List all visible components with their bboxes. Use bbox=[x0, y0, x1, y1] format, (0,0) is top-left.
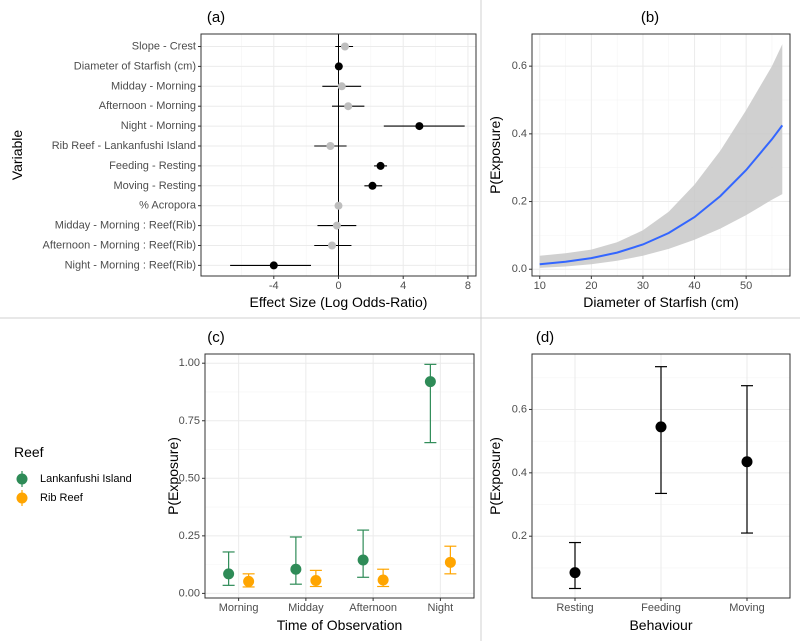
y-tick-label: 0.4 bbox=[512, 467, 527, 479]
estimate-point bbox=[424, 376, 436, 388]
y-axis-title: P(Exposure) bbox=[165, 437, 181, 515]
x-tick-label: Moving bbox=[729, 602, 764, 614]
y-tick-label: 0.6 bbox=[512, 60, 527, 72]
y-tick-label: 1.00 bbox=[179, 357, 200, 369]
y-tick-label: 0.00 bbox=[179, 587, 200, 599]
estimate-point bbox=[569, 567, 581, 579]
estimate-point bbox=[334, 62, 343, 71]
estimate-point bbox=[334, 201, 343, 210]
panel-d-frame bbox=[531, 353, 791, 599]
x-tick-label: Midday bbox=[288, 602, 324, 614]
y-tick-label: 0.75 bbox=[179, 415, 200, 427]
panel-a-frame bbox=[200, 33, 477, 277]
x-tick-label: Resting bbox=[556, 602, 593, 614]
x-tick-label: 50 bbox=[740, 280, 752, 292]
estimate-point bbox=[741, 456, 753, 468]
variable-label: Night - Morning bbox=[121, 120, 196, 132]
estimate-point bbox=[344, 102, 353, 111]
legend-swatch-point bbox=[16, 473, 28, 485]
estimate-point bbox=[326, 142, 335, 150]
confidence-band bbox=[539, 44, 783, 268]
estimate-point bbox=[332, 221, 341, 230]
y-tick-label: 0.6 bbox=[512, 403, 527, 415]
x-axis-title: Time of Observation bbox=[277, 617, 403, 633]
y-tick-label: 0.2 bbox=[512, 196, 527, 208]
estimate-point bbox=[310, 575, 322, 587]
x-tick-label: -4 bbox=[269, 280, 279, 292]
panel-b-frame bbox=[531, 33, 791, 277]
y-axis-title: P(Exposure) bbox=[487, 437, 503, 515]
y-axis-title: P(Exposure) bbox=[487, 116, 503, 194]
estimate-point bbox=[655, 421, 667, 433]
x-tick-label: 4 bbox=[400, 280, 406, 292]
estimate-point bbox=[290, 563, 302, 575]
y-axis-title: Variable bbox=[9, 130, 25, 181]
y-tick-label: 0.0 bbox=[512, 263, 527, 275]
legend-label: Lankanfushi Island bbox=[40, 473, 132, 485]
panel-title: (b) bbox=[641, 9, 659, 26]
y-tick-label: 0.4 bbox=[512, 128, 527, 140]
panel-title: (a) bbox=[207, 9, 225, 26]
variable-label: Afternoon - Morning bbox=[99, 100, 196, 112]
x-tick-label: 20 bbox=[585, 280, 597, 292]
variable-label: Night - Morning : Reef(Rib) bbox=[65, 259, 196, 271]
estimate-point bbox=[269, 261, 278, 270]
estimate-point bbox=[357, 554, 369, 566]
variable-label: Feeding - Resting bbox=[109, 160, 196, 172]
estimate-point bbox=[328, 241, 337, 250]
variable-label: Afternoon - Morning : Reef(Rib) bbox=[43, 240, 196, 252]
estimate-point bbox=[243, 575, 255, 587]
x-axis-title: Diameter of Starfish (cm) bbox=[583, 294, 739, 310]
panel-title: (c) bbox=[207, 329, 225, 346]
panel-a-forest-plot: Slope - Crest Diameter of Starfish (cm) Mi… bbox=[9, 9, 477, 310]
estimate-point bbox=[337, 82, 346, 91]
x-tick-label: Afternoon bbox=[349, 602, 397, 614]
variable-label: Moving - Resting bbox=[113, 180, 196, 192]
x-axis-title: Effect Size (Log Odds-Ratio) bbox=[250, 294, 428, 310]
estimate-point bbox=[340, 42, 349, 51]
panel-title: (d) bbox=[536, 329, 554, 346]
panel-c-time-of-observation: 0.00 0.25 0.50 0.75 1.00 Morning Midday Afterno… bbox=[14, 329, 475, 633]
x-tick-label: Night bbox=[428, 602, 454, 614]
panel-c-frame bbox=[204, 353, 475, 599]
variable-label: Slope - Crest bbox=[132, 41, 196, 53]
panel-d-behaviour: 0.2 0.4 0.6 Resting Feeding Moving Behaviour P(… bbox=[487, 329, 791, 633]
y-tick-label: 0.2 bbox=[512, 530, 527, 542]
x-tick-label: 0 bbox=[335, 280, 341, 292]
estimate-point bbox=[377, 574, 389, 586]
variable-label: Midday - Morning bbox=[111, 80, 196, 92]
x-tick-label: 10 bbox=[534, 280, 546, 292]
legend-title: Reef bbox=[14, 444, 44, 460]
estimate-point bbox=[223, 568, 235, 580]
x-tick-label: 8 bbox=[465, 280, 471, 292]
y-tick-label: 0.50 bbox=[179, 472, 200, 484]
x-tick-label: 30 bbox=[637, 280, 649, 292]
variable-label: % Acropora bbox=[139, 200, 197, 212]
legend-label: Rib Reef bbox=[40, 492, 84, 504]
x-tick-label: 40 bbox=[688, 280, 700, 292]
estimate-point bbox=[376, 161, 385, 170]
legend-swatch-point bbox=[16, 492, 28, 504]
x-tick-label: Morning bbox=[219, 602, 259, 614]
variable-label: Midday - Morning : Reef(Rib) bbox=[55, 220, 196, 232]
estimate-point bbox=[444, 556, 456, 568]
estimate-point bbox=[368, 181, 377, 190]
estimate-point bbox=[415, 122, 424, 131]
fitted-line bbox=[539, 124, 784, 266]
y-tick-label: 0.25 bbox=[179, 530, 200, 542]
variable-label: Rib Reef - Lankanfushi Island bbox=[52, 140, 196, 152]
variable-label: Diameter of Starfish (cm) bbox=[74, 60, 196, 72]
x-axis-title: Behaviour bbox=[629, 617, 692, 633]
x-tick-label: Feeding bbox=[641, 602, 681, 614]
